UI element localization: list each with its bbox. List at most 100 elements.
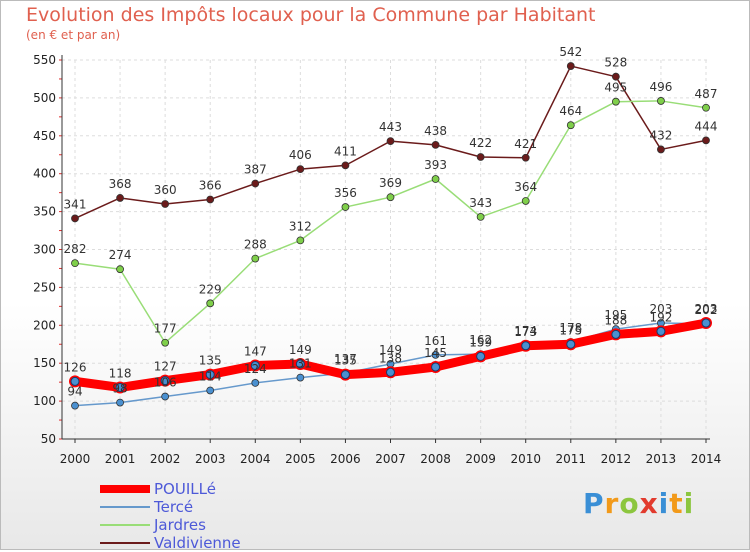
data-point-valdivienne [702, 136, 710, 145]
data-label-valdivienne: 341 [64, 197, 87, 211]
data-label-terc: 106 [154, 376, 177, 390]
legend-swatch-jardres [100, 524, 150, 526]
data-label-pouill: 127 [154, 360, 177, 374]
legend-item-jardres[interactable]: Jardres [100, 516, 400, 534]
data-point-valdivienne [341, 161, 350, 170]
data-point-jardres [341, 203, 350, 211]
logo-letter: o [619, 487, 640, 520]
data-point-jardres [206, 299, 215, 308]
x-tick-label: 2009 [465, 452, 496, 466]
data-label-terc: 124 [244, 362, 267, 376]
data-label-pouill: 149 [289, 343, 312, 357]
data-point-jardres [566, 121, 575, 130]
data-label-jardres: 282 [64, 242, 87, 256]
data-point-jardres [296, 236, 305, 245]
data-label-terc: 98 [112, 382, 127, 396]
data-label-jardres: 274 [109, 248, 132, 262]
x-tick-label: 2000 [60, 452, 91, 466]
data-label-jardres: 356 [334, 186, 357, 200]
data-point-jardres [386, 193, 395, 202]
y-tick-label: 100 [33, 394, 56, 408]
data-label-jardres: 364 [514, 180, 537, 194]
data-point-terc [71, 401, 79, 410]
data-point-pouill [431, 362, 441, 372]
data-point-pouill [521, 341, 531, 351]
data-label-terc: 202 [695, 303, 718, 317]
legend-swatch-terce [100, 506, 150, 508]
data-label-terc: 174 [514, 324, 537, 338]
data-label-valdivienne: 438 [424, 124, 447, 138]
data-point-pouill [476, 351, 486, 361]
logo-letter: i [683, 487, 695, 520]
axes: 50 100 150 200 250 300 350 400 450 500 550 2000 2001… [33, 53, 721, 466]
data-label-pouill: 175 [559, 323, 582, 337]
data-point-pouill [566, 339, 576, 349]
data-label-jardres: 343 [469, 196, 492, 210]
x-tick-label: 2004 [240, 452, 271, 466]
data-point-valdivienne [521, 153, 530, 162]
data-point-jardres [611, 97, 620, 106]
data-point-valdivienne [611, 72, 620, 81]
y-tick-label: 250 [33, 280, 56, 294]
data-label-jardres: 393 [424, 158, 447, 172]
data-label-terc: 94 [67, 385, 82, 399]
data-point-valdivienne [71, 214, 79, 223]
data-point-pouill [295, 359, 305, 369]
legend-label-valdivienne: Valdivienne [154, 534, 241, 552]
data-point-pouill [611, 329, 621, 339]
data-label-jardres: 369 [379, 176, 402, 190]
x-tick-label: 2014 [691, 452, 722, 466]
x-tick-label: 2003 [195, 452, 226, 466]
data-point-terc [431, 350, 440, 359]
chart-subtitle: (en € et par an) [26, 28, 121, 42]
data-label-valdivienne: 387 [244, 163, 267, 177]
data-point-terc [296, 373, 305, 382]
data-point-jardres [116, 265, 124, 274]
data-label-valdivienne: 368 [109, 177, 132, 191]
legend-item-pouille[interactable]: POUILLé [100, 480, 400, 498]
series-lines [69, 62, 712, 410]
data-point-valdivienne [206, 195, 215, 204]
legend-item-terce[interactable]: Tercé [100, 498, 400, 516]
x-tick-label: 2008 [420, 452, 451, 466]
data-label-valdivienne: 411 [334, 144, 357, 158]
data-label-pouill: 118 [109, 366, 132, 380]
data-label-terc: 162 [469, 333, 492, 347]
legend: POUILLé Tercé Jardres Valdivienne [100, 480, 400, 552]
y-tick-label: 50 [41, 432, 56, 446]
data-point-terc [251, 379, 260, 387]
data-label-valdivienne: 444 [695, 119, 718, 133]
data-label-valdivienne: 432 [649, 128, 672, 142]
logo-letter: P [583, 487, 605, 520]
data-label-pouill: 138 [379, 351, 402, 365]
data-label-terc: 114 [199, 369, 222, 383]
data-point-pouill [160, 376, 170, 386]
logo-letter: x [639, 487, 659, 520]
data-point-valdivienne [566, 62, 575, 70]
legend-label-terce: Tercé [154, 498, 194, 516]
data-point-terc [116, 398, 124, 407]
data-label-jardres: 464 [559, 104, 582, 118]
y-tick-label: 200 [33, 318, 56, 332]
data-point-jardres [657, 97, 665, 105]
legend-label-jardres: Jardres [154, 516, 206, 534]
data-label-pouill: 159 [469, 335, 492, 349]
x-tick-label: 2001 [105, 452, 136, 466]
data-label-jardres: 229 [199, 282, 222, 296]
data-point-valdivienne [657, 145, 665, 154]
data-point-jardres [702, 103, 710, 112]
y-tick-label: 450 [33, 129, 56, 143]
data-point-pouill [70, 376, 80, 386]
x-tick-label: 2007 [375, 452, 406, 466]
data-label-valdivienne: 366 [199, 178, 222, 192]
legend-item-valdivienne[interactable]: Valdivienne [100, 534, 400, 552]
legend-label-pouille: POUILLé [154, 480, 216, 498]
data-point-jardres [521, 197, 530, 205]
data-label-valdivienne: 360 [154, 183, 177, 197]
data-label-jardres: 487 [695, 87, 718, 101]
data-label-terc: 203 [649, 302, 672, 316]
data-label-jardres: 496 [649, 80, 672, 94]
data-label-pouill: 135 [199, 354, 222, 368]
chart-title: Evolution des Impôts locaux pour la Comm… [26, 4, 596, 26]
